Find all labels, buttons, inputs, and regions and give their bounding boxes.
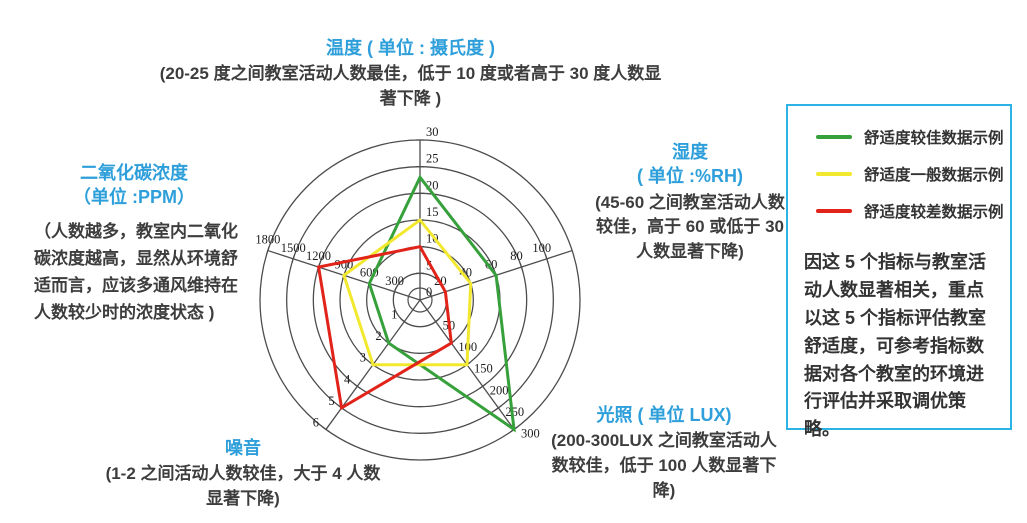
average-series-line-icon	[816, 172, 852, 176]
tick-light	[479, 383, 487, 390]
tick-label-co2: 1200	[306, 249, 331, 263]
tick-noise	[322, 426, 330, 433]
evaluation-note: 因这 5 个指标与教室活动人数显著相关，重点以这 5 个指标评估教室舒适度，可参…	[804, 252, 987, 440]
tick-label-temperature: 25	[426, 152, 439, 166]
axis-block-light: 光照 ( 单位 LUX) (200-300LUX 之间教室活动人数较佳，低于 1…	[543, 403, 785, 503]
tick-label-temperature: 15	[426, 205, 439, 219]
temperature-title: 温度 ( 单位 : 摄氏度 )	[326, 38, 495, 58]
tick-label-temperature: 30	[426, 125, 439, 139]
tick-noise	[400, 318, 408, 325]
tick-co2	[392, 287, 397, 296]
tick-light	[494, 405, 502, 411]
axis-block-humidity: 湿度 ( 单位 :%RH) (45-60 之间教室活动人数较佳，高于 60 或低…	[592, 140, 788, 265]
tick-label-noise: 6	[313, 415, 319, 429]
light-title: 光照 ( 单位 LUX)	[596, 405, 732, 425]
temperature-desc: (20-25 度之间教室活动人数最佳，低于 10 度或者高于 30 度人数显著下…	[159, 64, 662, 108]
chart-legend: 舒适度较佳数据示例 舒适度一般数据示例 舒适度较差数据示例	[788, 106, 1010, 222]
noise-title: 噪音	[225, 438, 261, 458]
tick-label-light: 200	[490, 383, 509, 397]
co2-title-line2: （单位 :PPM）	[72, 187, 195, 208]
legend-and-note-box: 舒适度较佳数据示例 舒适度一般数据示例 舒适度较差数据示例 因这 5 个指标与教…	[786, 104, 1012, 439]
legend-label-poor: 舒适度较差数据示例	[864, 204, 1004, 221]
legend-item-average: 舒适度一般数据示例	[816, 163, 1010, 185]
tick-label-co2: 1500	[281, 241, 306, 255]
series-polygon-2	[316, 245, 453, 411]
tick-label-humidity: 40	[459, 266, 472, 280]
humidity-title-line2: ( 单位 :%RH)	[637, 166, 743, 187]
legend-item-good: 舒适度较佳数据示例	[816, 126, 1010, 148]
tick-label-noise: 1	[391, 308, 397, 322]
tick-label-temperature: 10	[426, 232, 439, 246]
good-series-line-icon	[816, 135, 852, 139]
co2-title-line1: 二氧化碳浓度	[80, 163, 188, 183]
poor-series-line-icon	[816, 209, 852, 213]
series-polygon-1	[342, 217, 473, 367]
radar-chart-svg: 0510152025302040608010050100150200250300…	[255, 125, 581, 461]
legend-item-poor: 舒适度较差数据示例	[816, 200, 1010, 222]
light-desc: (200-300LUX 之间教室活动人数较佳，低于 100 人数显著下降)	[551, 431, 777, 500]
tick-noise	[353, 383, 361, 390]
radar-chart: 0 5 10 15 20 25 30 20 40 60 80 100 50 100 150 200 250 300…	[230, 110, 610, 490]
axis-block-noise: 噪音 (1-2 之间活动人数较佳，大于 4 人数显著下降)	[102, 436, 384, 512]
tick-label-noise: 3	[360, 351, 366, 365]
tick-humidity	[545, 254, 549, 263]
series-polygon-0	[367, 174, 516, 433]
tick-co2	[266, 246, 270, 255]
legend-label-average: 舒适度一般数据示例	[864, 167, 1004, 184]
tick-label-temperature: 0	[426, 285, 432, 299]
tick-label-light: 150	[474, 362, 493, 376]
tick-label-light: 300	[521, 426, 540, 440]
axis-block-co2: 二氧化碳浓度 （单位 :PPM） （人数越多，教室内二氧化碳浓度越高，显然从环境…	[28, 161, 240, 326]
humidity-desc: (45-60 之间教室活动人数较佳，高于 60 或低于 30 人数显著下降)	[595, 192, 785, 261]
tick-label-noise: 5	[328, 394, 334, 408]
tick-label-light: 250	[505, 405, 524, 419]
tick-label-humidity: 60	[485, 257, 498, 271]
co2-desc: （人数越多，教室内二氧化碳浓度越高，显然从环境舒适而言，应该多通风维持在人数较少…	[34, 221, 238, 323]
tick-label-co2: 1800	[255, 233, 280, 247]
legend-label-good: 舒适度较佳数据示例	[864, 130, 1004, 147]
tick-label-humidity: 100	[532, 241, 551, 255]
tick-humidity	[519, 263, 524, 272]
noise-desc: (1-2 之间活动人数较佳，大于 4 人数显著下降)	[105, 464, 381, 508]
tick-light	[432, 318, 440, 325]
tick-label-humidity: 80	[510, 249, 523, 263]
tick-label-noise: 4	[344, 372, 351, 386]
tick-co2	[291, 254, 295, 263]
tick-label-noise: 2	[375, 329, 381, 343]
humidity-title-line1: 湿度	[672, 142, 708, 162]
tick-label-co2: 300	[385, 274, 404, 288]
axis-block-temperature: 温度 ( 单位 : 摄氏度 ) (20-25 度之间教室活动人数最佳，低于 10…	[158, 36, 663, 112]
